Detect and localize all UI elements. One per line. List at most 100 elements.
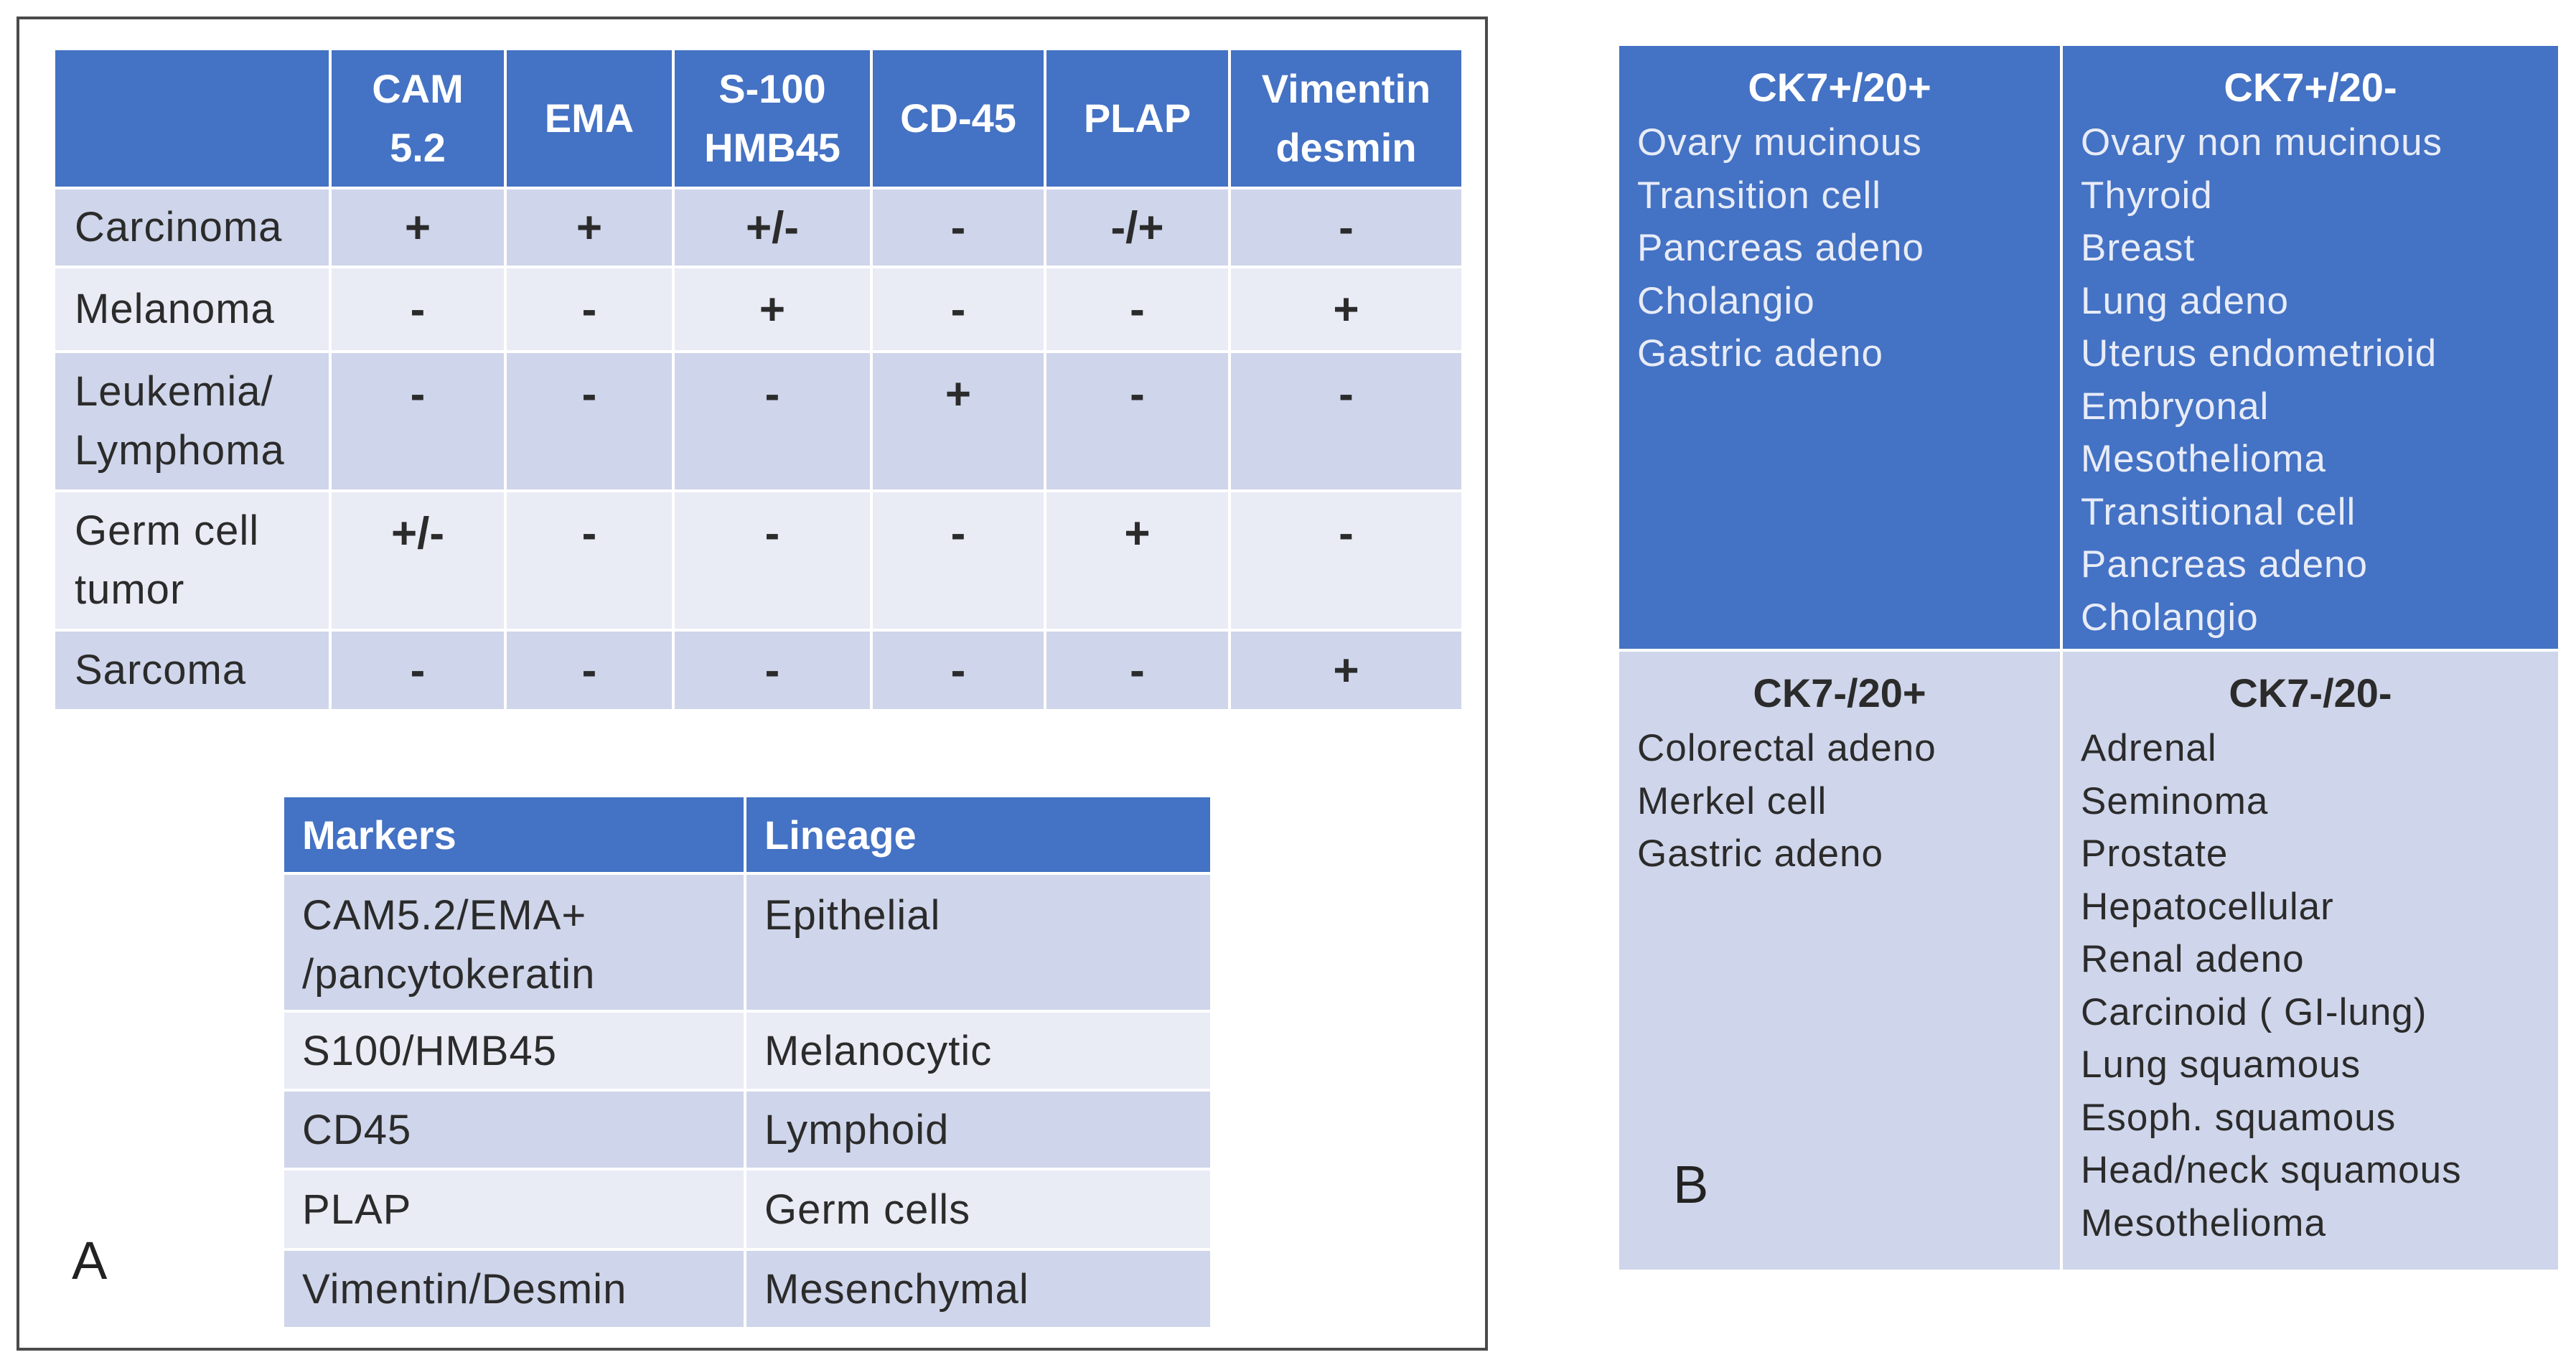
table-cell: -	[1231, 189, 1461, 266]
list-item: Renal adeno	[2081, 938, 2305, 980]
list-item: Gastric adeno	[1637, 332, 1883, 375]
row-label-leukemia-lymphoma: Leukemia/ Lymphoma	[55, 353, 329, 489]
list-item: Cholangio	[2081, 596, 2259, 639]
table-header-cell: EMA	[507, 50, 672, 187]
table-cell: -	[332, 353, 504, 489]
quadrant-title: CK7-/20+	[1753, 670, 1926, 716]
quadrant-title: CK7+/20-	[2224, 65, 2397, 110]
table-cell: -	[675, 492, 870, 629]
quadrant-ck7neg-ck20pos: CK7-/20+ Colorectal adeno Merkel cell Gast…	[1619, 652, 2060, 1270]
table-cell: Epithelial	[746, 875, 1210, 1010]
quadrant-list: Ovary non mucinous Thyroid Breast Lung aden…	[2063, 116, 2558, 644]
list-item: Pancreas adeno	[2081, 543, 2369, 586]
marker-profile-table: CAM 5.2 EMA S-100 HMB45 CD-45 PLAP Vimen…	[55, 50, 1461, 709]
table-header-cell: Lineage	[746, 797, 1210, 872]
list-item: Mesothelioma	[2081, 438, 2326, 480]
quadrant-title: CK7+/20+	[1748, 65, 1931, 110]
table-cell: +	[1046, 492, 1228, 629]
lineage-table: Markers Lineage CAM5.2/EMA+ /pancytokera…	[284, 797, 1210, 1327]
table-cell: S100/HMB45	[284, 1013, 744, 1089]
list-item: Seminoma	[2081, 779, 2269, 822]
list-item: Pancreas adeno	[1637, 227, 1925, 269]
table-cell: CAM5.2/EMA+ /pancytokeratin	[284, 875, 744, 1010]
table-cell: -	[507, 492, 672, 629]
list-item: Colorectal adeno	[1637, 727, 1936, 769]
panel-b: CK7+/20+ Ovary mucinous Transition cell Pa…	[1619, 46, 2558, 1270]
table-header-cell	[55, 50, 329, 187]
table-cell: +	[873, 353, 1044, 489]
table-header-cell: PLAP	[1046, 50, 1228, 187]
list-item: Uterus endometrioid	[2081, 332, 2437, 375]
table-cell: -	[873, 268, 1044, 350]
list-item: Lung adeno	[2081, 279, 2290, 322]
row-label-sarcoma: Sarcoma	[55, 632, 329, 709]
quadrant-list: Adrenal Seminoma Prostate Hepatocellular Ren…	[2063, 722, 2558, 1249]
table-cell: +	[332, 189, 504, 266]
table-cell: -	[873, 492, 1044, 629]
quadrant-list: Ovary mucinous Transition cell Pancreas ad…	[1619, 116, 2060, 380]
table-header-cell: Markers	[284, 797, 744, 872]
table-header-cell: CAM 5.2	[332, 50, 504, 187]
quadrant-ck7pos-ck20neg: CK7+/20- Ovary non mucinous Thyroid Breast…	[2063, 46, 2558, 649]
table-cell: -	[507, 632, 672, 709]
table-cell: -	[332, 632, 504, 709]
list-item: Merkel cell	[1637, 779, 1827, 822]
table-cell: +	[675, 268, 870, 350]
list-item: Embryonal	[2081, 385, 2270, 428]
table-cell: +/-	[675, 189, 870, 266]
table-cell: +	[1231, 268, 1461, 350]
table-cell: Vimentin/Desmin	[284, 1251, 744, 1327]
list-item: Adrenal	[2081, 727, 2217, 769]
list-item: Thyroid	[2081, 174, 2213, 217]
table-cell: -	[1046, 268, 1228, 350]
list-item: Breast	[2081, 227, 2196, 269]
table-cell: -	[873, 189, 1044, 266]
list-item: Carcinoid ( GI-lung)	[2081, 990, 2427, 1033]
quadrant-ck7pos-ck20pos: CK7+/20+ Ovary mucinous Transition cell Pa…	[1619, 46, 2060, 649]
row-label-germ-cell-tumor: Germ cell tumor	[55, 492, 329, 629]
list-item: Ovary mucinous	[1637, 121, 1922, 164]
list-item: Hepatocellular	[2081, 885, 2334, 928]
table-cell: CD45	[284, 1092, 744, 1168]
panel-label-a: A	[72, 1231, 108, 1290]
list-item: Prostate	[2081, 832, 2229, 875]
table-cell: -	[332, 268, 504, 350]
list-item: Transitional cell	[2081, 490, 2356, 533]
table-cell: -	[507, 353, 672, 489]
list-item: Esoph. squamous	[2081, 1096, 2397, 1139]
table-cell: Melanocytic	[746, 1013, 1210, 1089]
row-label-melanoma: Melanoma	[55, 268, 329, 350]
table-cell: +/-	[332, 492, 504, 629]
quadrant-title: CK7-/20-	[2229, 670, 2392, 716]
list-item: Ovary non mucinous	[2081, 121, 2443, 164]
table-header-cell: CD-45	[873, 50, 1044, 187]
table-cell: -	[1046, 353, 1228, 489]
list-item: Lung squamous	[2081, 1043, 2361, 1086]
table-cell: -	[675, 353, 870, 489]
table-cell: +	[507, 189, 672, 266]
row-label-carcinoma: Carcinoma	[55, 189, 329, 266]
table-cell: -	[1231, 353, 1461, 489]
list-item: Cholangio	[1637, 279, 1815, 322]
panel-label-b: B	[1673, 1155, 1709, 1214]
quadrant-ck7neg-ck20neg: CK7-/20- Adrenal Seminoma Prostate Hepatoce…	[2063, 652, 2558, 1270]
table-cell: -	[675, 632, 870, 709]
table-cell: Lymphoid	[746, 1092, 1210, 1168]
table-cell: -	[507, 268, 672, 350]
table-cell: -/+	[1046, 189, 1228, 266]
table-cell: PLAP	[284, 1170, 744, 1248]
table-cell: Germ cells	[746, 1170, 1210, 1248]
table-header-cell: S-100 HMB45	[675, 50, 870, 187]
panel-a: CAM 5.2 EMA S-100 HMB45 CD-45 PLAP Vimen…	[17, 17, 1488, 1351]
list-item: Gastric adeno	[1637, 832, 1883, 875]
table-cell: +	[1231, 632, 1461, 709]
list-item: Head/neck squamous	[2081, 1149, 2462, 1191]
table-cell: -	[1231, 492, 1461, 629]
table-cell: -	[873, 632, 1044, 709]
list-item: Mesothelioma	[2081, 1201, 2326, 1244]
table-header-cell: Vimentin desmin	[1231, 50, 1461, 187]
list-item: Transition cell	[1637, 174, 1881, 217]
table-cell: -	[1046, 632, 1228, 709]
quadrant-list: Colorectal adeno Merkel cell Gastric adeno	[1619, 722, 2060, 881]
table-cell: Mesenchymal	[746, 1251, 1210, 1327]
